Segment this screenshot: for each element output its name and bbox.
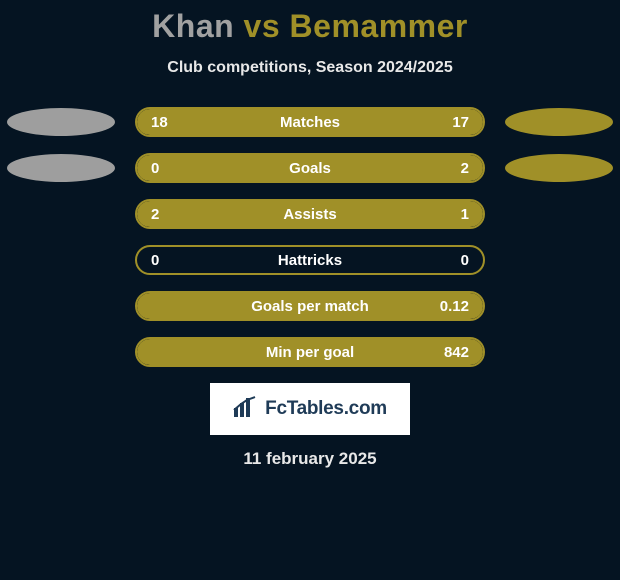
stat-pill: 18Matches17 — [135, 107, 485, 137]
stat-label: Assists — [207, 206, 413, 223]
stat-right-value: 1 — [413, 206, 483, 223]
player2-ellipse — [505, 108, 613, 136]
player1-ellipse — [7, 154, 115, 182]
vs-word: vs — [244, 8, 281, 44]
stat-left-value: 2 — [137, 206, 207, 223]
stat-row: 0Hattricks0 — [0, 245, 620, 275]
stat-label: Goals per match — [207, 298, 413, 315]
stat-left-value: 0 — [137, 252, 207, 269]
stat-rows: 18Matches170Goals22Assists10Hattricks0Go… — [0, 107, 620, 367]
subtitle: Club competitions, Season 2024/2025 — [0, 59, 620, 77]
logo-text: FcTables.com — [265, 398, 387, 420]
stat-right-value: 17 — [413, 114, 483, 131]
stat-row: 2Assists1 — [0, 199, 620, 229]
stat-left-value: 0 — [137, 160, 207, 177]
stat-label: Goals — [207, 160, 413, 177]
stat-right-value: 842 — [413, 344, 483, 361]
stat-right-value: 2 — [413, 160, 483, 177]
stat-pill: 0Goals2 — [135, 153, 485, 183]
bars-icon — [233, 396, 259, 423]
stat-pill: Goals per match0.12 — [135, 291, 485, 321]
stat-pill: 0Hattricks0 — [135, 245, 485, 275]
stat-right-value: 0 — [413, 252, 483, 269]
stat-row: Min per goal842 — [0, 337, 620, 367]
stat-row: 18Matches17 — [0, 107, 620, 137]
stat-left-value: 18 — [137, 114, 207, 131]
stat-row: Goals per match0.12 — [0, 291, 620, 321]
stat-label: Matches — [207, 114, 413, 131]
player1-name: Khan — [152, 8, 234, 44]
comparison-title: Khan vs Bemammer — [0, 0, 620, 45]
player1-ellipse — [7, 108, 115, 136]
date-text: 11 february 2025 — [0, 449, 620, 469]
stat-label: Hattricks — [207, 252, 413, 269]
stat-pill: Min per goal842 — [135, 337, 485, 367]
stat-right-value: 0.12 — [413, 298, 483, 315]
stat-label: Min per goal — [207, 344, 413, 361]
player2-name: Bemammer — [290, 8, 468, 44]
stat-pill: 2Assists1 — [135, 199, 485, 229]
stat-row: 0Goals2 — [0, 153, 620, 183]
fctables-logo: FcTables.com — [210, 383, 410, 435]
player2-ellipse — [505, 154, 613, 182]
